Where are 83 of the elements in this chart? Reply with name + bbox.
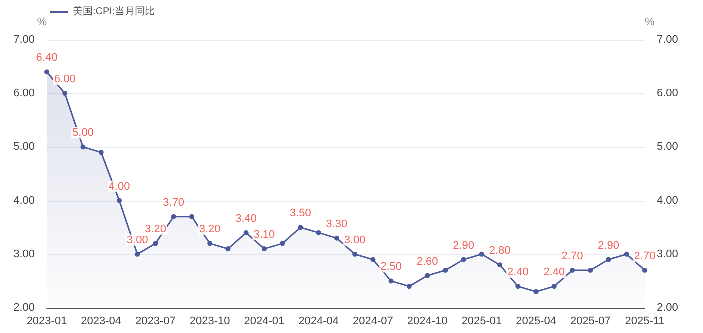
point (280, 241, 286, 246)
point (298, 225, 304, 230)
data-label: 3.40 (236, 212, 258, 225)
y-tick-label: 7.00 (14, 34, 35, 46)
data-label: 3.00 (126, 234, 148, 246)
point (44, 70, 50, 75)
data-label: 2.70 (562, 250, 584, 262)
point (98, 150, 104, 156)
data-label: 3.20 (145, 224, 166, 236)
point (262, 246, 267, 252)
y-tick-label: 5.00 (14, 141, 35, 154)
y2-tick-label: 6.00 (657, 88, 678, 100)
data-label: 5.00 (72, 127, 94, 140)
data-label: 3.70 (163, 196, 185, 209)
point (552, 284, 557, 290)
x-tick-label: 2024-07 (352, 316, 394, 328)
point (116, 198, 122, 204)
data-label: 4.00 (108, 180, 130, 193)
y-tick-label: 2.00 (14, 302, 35, 314)
data-label: 2.90 (598, 240, 620, 252)
data-label: 6.00 (54, 74, 76, 86)
y-tick-label: 4.00 (14, 194, 35, 207)
y2-tick-label: 5.00 (657, 141, 678, 154)
point (316, 230, 322, 236)
data-label: 3.30 (326, 218, 348, 230)
legend-label: 美国:CPI:当月同比 (73, 6, 156, 18)
x-tick-label: 2025-01 (462, 316, 502, 328)
point (189, 214, 194, 220)
point (334, 236, 340, 241)
point (135, 252, 140, 257)
y-axis-title: % (37, 16, 48, 28)
x-tick-label: 2025-04 (516, 316, 556, 328)
point (642, 268, 648, 273)
point (443, 268, 448, 273)
y2-tick-label: 2.00 (657, 302, 678, 314)
x-tick-label: 2023-07 (136, 316, 176, 328)
x-tick-label: 2024-01 (244, 316, 285, 328)
data-label: 3.20 (199, 224, 221, 236)
x-tick-label: 2023-04 (81, 316, 122, 328)
point (153, 241, 158, 246)
data-label: 2.50 (380, 261, 402, 274)
point (461, 257, 466, 262)
point (352, 252, 358, 257)
x-tick-label: 2024-10 (407, 316, 448, 328)
point (534, 289, 539, 294)
point (62, 91, 68, 96)
point (406, 284, 412, 290)
point (479, 252, 484, 257)
point (624, 252, 630, 257)
y-tick-label: 6.00 (14, 88, 35, 100)
point (244, 230, 249, 236)
y-tick-label: 3.00 (14, 248, 35, 260)
data-label: 2.70 (634, 250, 656, 262)
point (606, 257, 612, 262)
point (570, 268, 576, 273)
data-label: 3.10 (254, 229, 276, 242)
data-label: 3.50 (290, 208, 312, 220)
x-tick-label: 2025-11 (625, 316, 665, 328)
x-tick-label: 2025-07 (570, 316, 611, 328)
y2-axis-title: % (645, 16, 655, 28)
x-tick-label: 2024-04 (298, 316, 340, 328)
point (516, 284, 521, 290)
point (370, 257, 376, 262)
data-label: 2.40 (507, 266, 529, 279)
data-label: 2.80 (489, 245, 511, 258)
point (171, 214, 176, 220)
data-label: 2.90 (453, 240, 474, 252)
point (498, 262, 503, 268)
point (208, 241, 213, 246)
data-label: 3.00 (344, 234, 366, 246)
data-label: 2.60 (416, 256, 438, 268)
point (388, 278, 394, 284)
x-tick-label: 2023-01 (26, 316, 68, 328)
point (226, 246, 231, 252)
y2-tick-label: 3.00 (657, 248, 678, 260)
data-label: 6.40 (36, 52, 58, 64)
y2-tick-label: 7.00 (657, 34, 678, 46)
point (425, 273, 430, 278)
x-tick-label: 2023-10 (190, 316, 230, 328)
data-label: 2.40 (544, 266, 566, 279)
y2-tick-label: 4.00 (657, 194, 678, 207)
point (588, 268, 594, 273)
point (80, 144, 86, 150)
